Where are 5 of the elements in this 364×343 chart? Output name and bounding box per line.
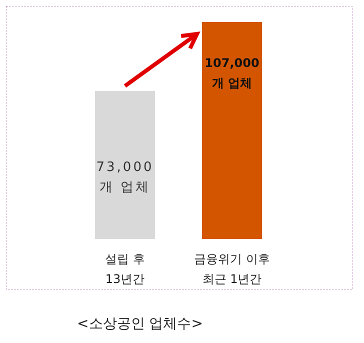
data-label: 107,000 개 업체	[204, 56, 260, 90]
text: <소상공인 업체수>	[77, 316, 203, 332]
data-label: 73,000 개 업체	[96, 160, 154, 195]
x-tick-label: 금융위기 이후 최근 1년간	[194, 252, 270, 286]
x-tick-label: 설립 후 13년간	[105, 252, 145, 286]
